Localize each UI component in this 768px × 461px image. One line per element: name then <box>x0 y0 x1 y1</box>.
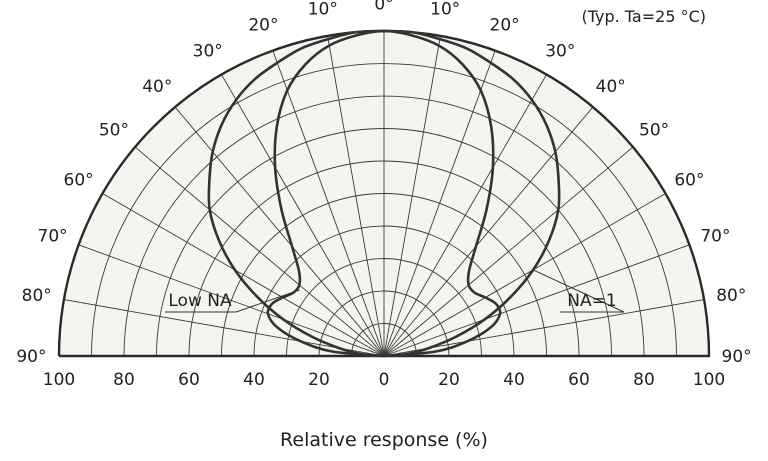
x-tick-label: 40 <box>503 370 525 390</box>
x-tick-label: 80 <box>113 370 135 390</box>
series-annotation: NA=1 <box>567 291 616 311</box>
angle-tick-label: 10° <box>308 0 338 20</box>
angle-tick-label: 60° <box>674 171 704 191</box>
angle-tick-label: 90° <box>16 347 46 367</box>
grid-spoke <box>221 74 385 357</box>
grid-spoke <box>383 146 634 357</box>
x-tick-label: 20 <box>308 370 330 390</box>
grid-spoke <box>383 299 705 357</box>
angle-tick-label: 50° <box>99 120 129 140</box>
angle-tick-label: 90° <box>722 347 752 367</box>
grid-spoke <box>383 35 441 357</box>
grid-spoke <box>383 193 666 357</box>
x-tick-label: 100 <box>43 370 75 390</box>
series-annotation: Low NA <box>168 291 232 311</box>
angle-tick-label: 40° <box>142 77 172 97</box>
grid-spoke <box>383 106 594 357</box>
angle-tick-label: 70° <box>700 226 730 246</box>
angle-tick-label: 80° <box>716 286 746 306</box>
angle-tick-label: 20° <box>248 16 278 36</box>
x-tick-label: 100 <box>693 370 725 390</box>
grid-spoke <box>63 299 385 357</box>
angle-tick-label: 80° <box>22 286 52 306</box>
grid-spoke <box>134 146 385 357</box>
plot-curves <box>207 29 561 358</box>
angle-tick-label: 10° <box>430 0 460 20</box>
x-tick-label: 60 <box>178 370 200 390</box>
angle-tick-label: 20° <box>490 16 520 36</box>
annotation-leader <box>165 289 300 313</box>
angle-tick-label: 70° <box>38 226 68 246</box>
plot-grid <box>57 29 711 358</box>
x-tick-label: 80 <box>633 370 655 390</box>
grid-spoke <box>383 244 690 357</box>
grid-spoke <box>102 193 385 357</box>
x-axis-label: Relative response (%) <box>280 429 488 451</box>
angle-tick-label: 40° <box>596 77 626 97</box>
x-tick-label: 0 <box>379 370 390 390</box>
angle-tick-label: 30° <box>545 42 575 62</box>
angle-tick-label: 30° <box>193 42 223 62</box>
grid-spoke <box>383 74 547 357</box>
grid-spoke <box>327 35 385 357</box>
plot-labels: 90° 80° 70° 60° 50° 40° 30° 20° 10° 0° 10° 20° 30° 40… <box>16 0 751 390</box>
grid-spoke <box>78 244 385 357</box>
x-tick-label: 40 <box>243 370 265 390</box>
grid-spoke <box>174 106 385 357</box>
x-tick-label: 20 <box>438 370 460 390</box>
angle-tick-label: 50° <box>639 120 669 140</box>
annotation-leader <box>532 269 625 313</box>
conditions-label: (Typ. Ta=25 °C) <box>581 7 706 26</box>
series-curve-na-1 <box>207 29 561 358</box>
grid-spoke <box>383 50 496 357</box>
angle-tick-label: 60° <box>64 171 94 191</box>
x-tick-label: 60 <box>568 370 590 390</box>
grid-spoke <box>272 50 385 357</box>
angle-tick-label: 0° <box>374 0 393 14</box>
